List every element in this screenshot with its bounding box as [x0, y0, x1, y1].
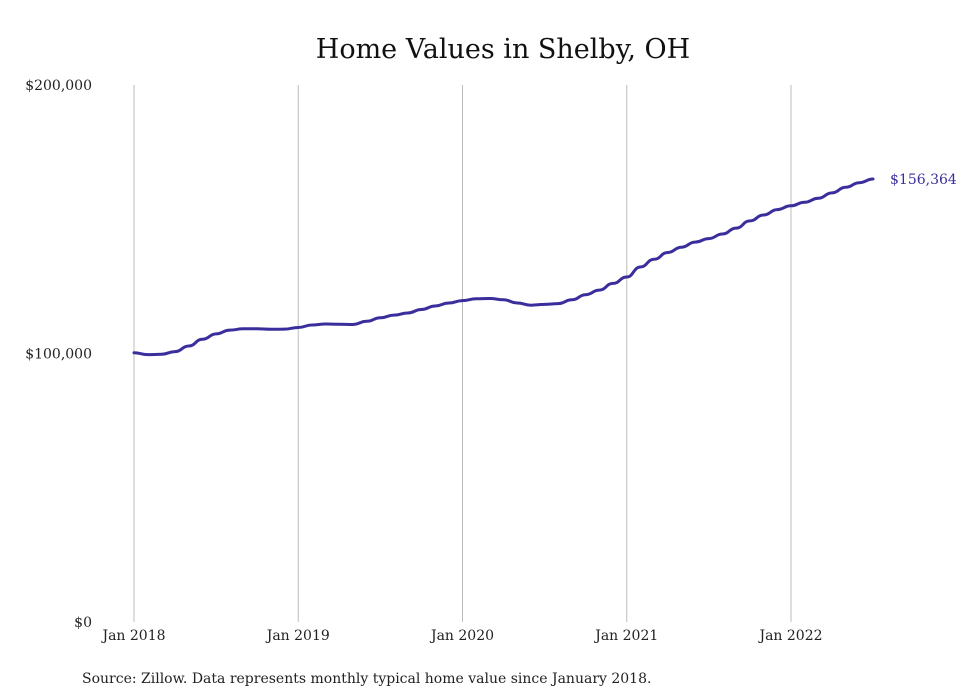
end-value-label: $156,364	[890, 172, 957, 188]
x-tick-label-0: Jan 2018	[100, 628, 165, 644]
gridlines	[133, 85, 792, 622]
x-axis-ticks: Jan 2018 Jan 2019 Jan 2020 Jan 2021 Jan 2022	[100, 628, 822, 644]
y-axis-ticks: $0 $100,000 $200,000	[25, 78, 92, 631]
y-tick-label-1: $100,000	[25, 347, 92, 363]
x-tick-label-3: Jan 2021	[593, 628, 658, 644]
y-tick-label-2: $200,000	[25, 78, 92, 94]
x-tick-label-1: Jan 2019	[265, 628, 330, 644]
source-note: Source: Zillow. Data represents monthly …	[82, 671, 651, 687]
y-tick-label-0: $0	[74, 615, 92, 631]
x-tick-label-4: Jan 2022	[757, 628, 822, 644]
series-line-home-value	[132, 177, 875, 357]
x-tick-label-2: Jan 2020	[429, 628, 494, 644]
chart-title: Home Values in Shelby, OH	[316, 34, 690, 65]
